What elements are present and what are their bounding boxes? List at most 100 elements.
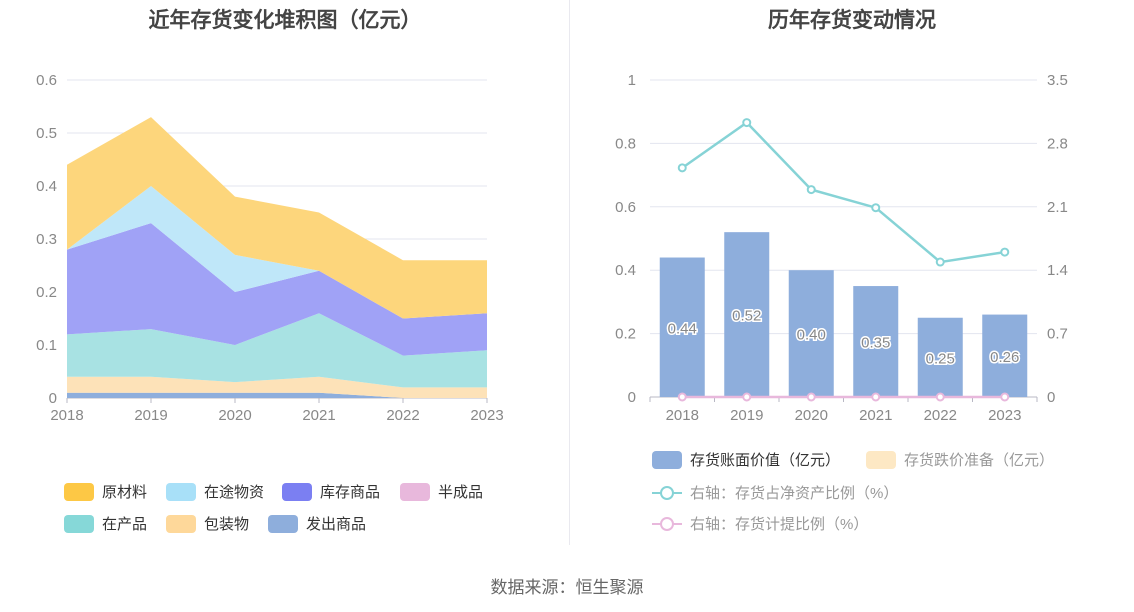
legend-label: 右轴：存货计提比例（%） [690,516,869,533]
bar-line-chart: 0 0.2 0.4 0.6 0.8 1 0 0.7 1.4 2.1 2.8 3.5 2018 2019 20… [615,72,1068,424]
legend-label: 半成品 [438,484,484,501]
legend-label: 在途物资 [204,484,265,501]
x-tick-label: 2021 [302,407,335,424]
x-tick-label: 2019 [134,407,167,424]
y2-tick-label: 2.1 [1047,199,1068,216]
bar [659,257,705,397]
line-point [677,392,687,402]
y-tick-label: 0.4 [36,178,57,195]
x-tick-label: 2020 [795,407,828,424]
y2-tick-label: 0 [1047,389,1055,406]
y-tick-label: 0 [628,389,636,406]
legend-item[interactable]: 在产品 [64,513,147,534]
bar-value-label: 0.26 [990,349,1019,366]
left-chart-title: 近年存货变化堆积图（亿元） [148,9,422,32]
bar [788,270,834,397]
legend-item[interactable]: 右轴：存货计提比例（%） [652,513,868,534]
x-tick-label: 2023 [988,407,1021,424]
legend-item[interactable]: 库存商品 [282,481,380,502]
line-point [742,118,752,128]
y-tick-label: 0.6 [36,72,57,89]
legend-swatch [866,450,896,469]
x-tick-label: 2022 [386,407,419,424]
legend-label: 右轴：存货占净资产比例（%） [690,485,899,502]
legend-swatch [64,482,94,501]
legend-swatch [400,482,430,501]
area-发出商品 [67,392,487,398]
area-在产品 [67,313,487,388]
y-tick-label: 1 [628,72,636,89]
legend-item[interactable]: 右轴：存货占净资产比例（%） [652,482,898,503]
legend-item[interactable]: 包装物 [166,513,249,534]
x-tick-label: 2020 [218,407,251,424]
line-point [806,392,816,402]
data-source: 数据来源：恒生聚源 [490,578,644,597]
bar [982,314,1028,397]
line-point [806,185,816,195]
x-tick-label: 2021 [859,407,892,424]
legend-label: 在产品 [102,516,148,533]
right-legend: 存货账面价值（亿元） 存货跌价准备（亿元） 右轴：存货占净资产比例（%） 右轴：存货计… [570,0,1134,545]
legend-item[interactable]: 原材料 [64,481,147,502]
line-point [677,163,687,173]
line-point [871,392,881,402]
legend-item[interactable]: 发出商品 [268,513,366,534]
y-tick-label: 0.3 [36,231,57,248]
bar-value-label: 0.35 [861,335,890,352]
area-库存商品 [67,223,487,356]
bar-value-label: 0.40 [797,327,826,344]
bar-value-label: 0.44 [668,320,697,337]
bar [724,232,770,397]
x-tick-label: 2022 [924,407,957,424]
y-tick-label: 0.1 [36,337,57,354]
left-legend: 原材料 在途物资 库存商品 半成品在产品 包装物 发出商品 [0,0,570,545]
legend-swatch [268,514,298,533]
area-在途物资 [67,186,487,319]
legend-swatch [166,482,196,501]
legend-item[interactable]: 存货跌价准备（亿元） [866,449,1054,470]
bar [917,317,963,397]
line-point [935,257,945,267]
stacked-area-chart: 0 0.1 0.2 0.3 0.4 0.5 0.6 2018 2019 2020 2021 2022 2… [36,72,504,424]
y-tick-label: 0.8 [615,135,636,152]
bar [853,286,899,397]
panel-divider [569,0,570,545]
legend-item[interactable]: 在途物资 [166,481,264,502]
y2-tick-label: 3.5 [1047,72,1068,89]
legend-item[interactable]: 存货账面价值（亿元） [652,449,840,470]
y-tick-label: 0.2 [615,326,636,343]
line-point [935,392,945,402]
legend-label: 发出商品 [306,516,367,533]
y-tick-label: 0 [49,390,57,407]
legend-label: 库存商品 [320,484,381,501]
legend-label: 存货账面价值（亿元） [690,452,841,469]
left-chart-panel: 近年存货变化堆积图（亿元） 0 0.1 0.2 0.3 0.4 0.5 0.6 2018 201… [0,0,570,545]
legend-label: 包装物 [204,516,250,533]
area-原材料 [67,117,487,319]
x-tick-label: 2019 [730,407,763,424]
x-tick-label: 2018 [666,407,699,424]
y2-tick-label: 1.4 [1047,262,1068,279]
y-tick-label: 0.4 [615,262,636,279]
bar-value-label: 0.25 [926,350,955,367]
legend-swatch [64,514,94,533]
line-point [1000,392,1010,402]
legend-label: 原材料 [102,484,148,501]
legend-label: 存货跌价准备（亿元） [904,452,1055,469]
legend-swatch [166,514,196,533]
line-point [1000,247,1010,257]
area-包装物 [67,376,487,398]
line-point [742,392,752,402]
line-point [871,203,881,213]
line-右轴：存货占净资产比例（%） [681,120,1005,264]
legend-swatch [652,515,682,533]
y2-tick-label: 0.7 [1047,326,1068,343]
legend-swatch [652,484,682,502]
legend-item[interactable]: 半成品 [400,481,483,502]
legend-swatch [282,482,312,501]
bar-value-label: 0.52 [732,308,761,325]
x-tick-label: 2023 [470,407,503,424]
x-tick-label: 2018 [50,407,83,424]
legend-swatch [652,450,682,469]
right-chart-panel: 历年存货变动情况 0 0.2 0.4 0.6 0.8 1 0 0.7 1.4 2.1 2.8 3.5 2… [570,0,1134,545]
